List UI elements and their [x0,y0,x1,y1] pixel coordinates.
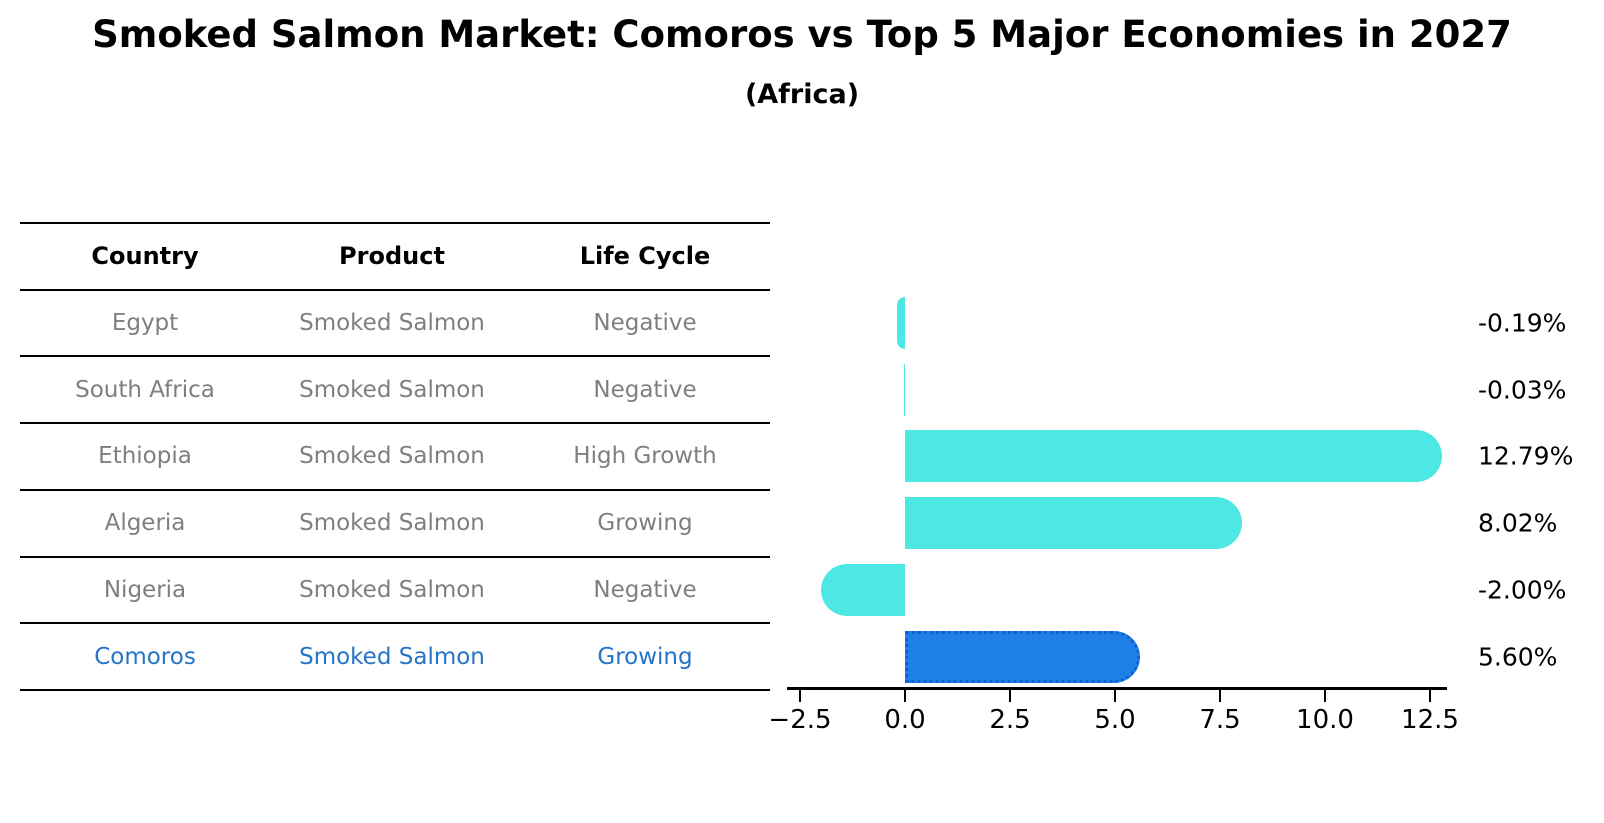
x-tick-label: 2.5 [989,705,1031,735]
x-tick [1324,690,1326,702]
x-tick-label: −2.5 [768,705,832,735]
x-tick-label: 12.5 [1401,705,1459,735]
cell-life-cycle: Negative [593,310,697,337]
cell-country: South Africa [75,376,215,403]
x-tick [1009,690,1011,702]
x-tick [904,690,906,702]
table-rule [20,422,770,425]
x-tick [1429,690,1431,702]
table-rule [20,622,770,625]
x-tick-label: 7.5 [1199,705,1241,735]
table-rule [20,555,770,558]
cell-product: Smoked Salmon [299,310,485,337]
cell-country: Ethiopia [98,443,192,470]
chart-subtitle: (Africa) [744,79,860,110]
value-label-south-africa: -0.03% [1478,375,1567,405]
column-header-product: Product [339,242,445,271]
cell-product: Smoked Salmon [299,510,485,537]
cell-life-cycle: Growing [597,510,693,537]
table-rule [20,355,770,358]
cell-product: Smoked Salmon [299,443,485,470]
table-rule [20,222,770,224]
bar-south-africa [903,363,905,416]
x-tick-label: 10.0 [1296,705,1354,735]
value-label-ethiopia: 12.79% [1478,441,1574,471]
value-label-egypt: -0.19% [1478,308,1567,338]
bar-egypt [897,297,905,350]
value-label-comoros: 5.60% [1478,642,1558,672]
cell-life-cycle: Growing [597,643,693,670]
x-tick [1219,690,1221,702]
cell-life-cycle: Negative [593,376,697,403]
cell-product: Smoked Salmon [299,643,485,670]
column-header-life-cycle: Life Cycle [579,242,711,271]
x-tick-label: 0.0 [884,705,926,735]
cell-product: Smoked Salmon [299,576,485,603]
cell-life-cycle: High Growth [573,443,717,470]
cell-country: Comoros [94,643,196,670]
column-header-country: Country [91,242,199,271]
chart-title: Smoked Salmon Market: Comoros vs Top 5 M… [92,13,1512,56]
table-rule [20,688,770,691]
cell-life-cycle: Negative [593,576,697,603]
table-rule [20,488,770,491]
cell-country: Nigeria [103,576,187,603]
x-tick [799,690,801,702]
value-label-nigeria: -2.00% [1478,575,1567,605]
x-tick-label: 5.0 [1094,705,1136,735]
bar-algeria [905,497,1242,550]
bar-ethiopia [905,430,1443,483]
table-rule [20,288,770,291]
cell-country: Algeria [104,510,186,537]
bar-comoros [905,630,1141,683]
x-tick [1114,690,1116,702]
value-label-algeria: 8.02% [1478,508,1558,538]
cell-product: Smoked Salmon [299,376,485,403]
bar-nigeria [821,563,905,616]
x-axis-line [787,687,1447,690]
cell-country: Egypt [111,310,179,337]
